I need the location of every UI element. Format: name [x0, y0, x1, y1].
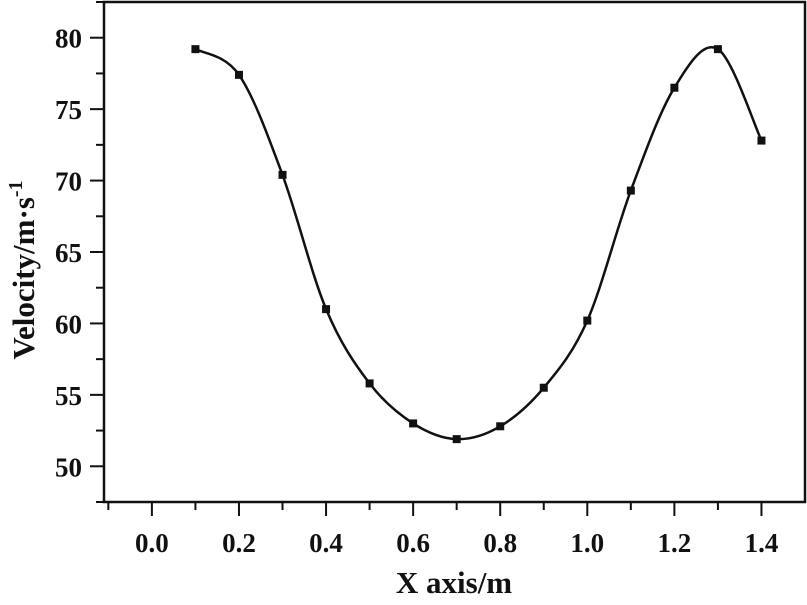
data-point	[322, 305, 331, 314]
y-tick-label: 60	[55, 309, 82, 339]
y-axis-title: Velocity/m·s-1	[5, 180, 41, 359]
x-tick-label: 1.0	[570, 528, 604, 558]
y-tick-label: 65	[55, 238, 82, 268]
data-point	[278, 170, 287, 179]
data-point	[583, 316, 592, 325]
data-point	[626, 186, 635, 195]
y-tick-label: 70	[55, 167, 82, 197]
y-tick-label: 75	[55, 95, 82, 125]
data-point	[365, 379, 374, 388]
data-point	[234, 70, 243, 79]
plot-frame	[102, 0, 807, 504]
data-point	[757, 136, 766, 145]
y-tick-label: 50	[55, 452, 82, 482]
data-point	[713, 45, 722, 54]
data-point	[670, 83, 679, 92]
x-axis-title: X axis/m	[396, 565, 512, 600]
data-point	[191, 45, 200, 54]
series-line	[194, 46, 763, 441]
y-tick-label: 80	[55, 24, 82, 54]
x-tick-label: 1.4	[745, 528, 779, 558]
data-point	[539, 383, 548, 392]
x-tick-label: 0.4	[309, 528, 343, 558]
x-tick-label: 1.2	[658, 528, 692, 558]
y-tick-label: 55	[55, 381, 82, 411]
data-point	[452, 435, 461, 444]
data-point	[409, 419, 418, 428]
y-axis-title-main: Velocity/m·s	[6, 197, 41, 359]
x-tick-label: 0.0	[135, 528, 169, 558]
x-tick-label: 0.8	[483, 528, 517, 558]
x-tick-label: 0.6	[396, 528, 430, 558]
y-axis-title-superscript: -1	[5, 180, 27, 197]
svg-text:Velocity/m·s-1: Velocity/m·s-1	[5, 180, 41, 359]
x-tick-label: 0.2	[222, 528, 256, 558]
data-point	[496, 422, 505, 431]
